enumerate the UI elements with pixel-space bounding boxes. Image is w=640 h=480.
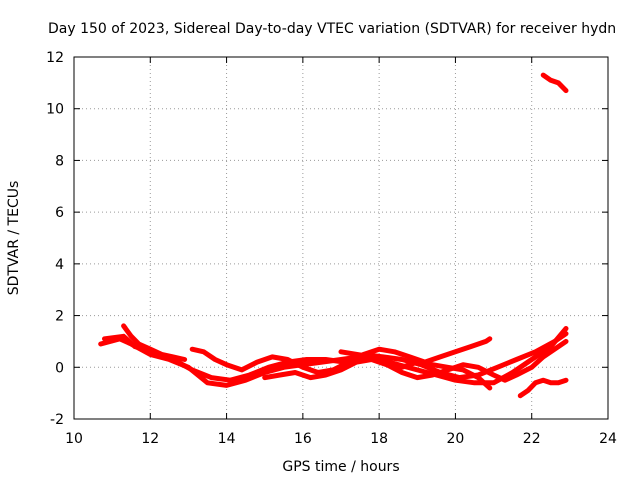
y-tick-label: 8: [55, 153, 64, 169]
x-tick-label: 16: [294, 431, 312, 447]
x-tick-label: 18: [370, 431, 388, 447]
x-tick-label: 20: [447, 431, 465, 447]
x-tick-label: 14: [218, 431, 236, 447]
y-tick-label: 6: [55, 205, 64, 221]
y-tick-label: 2: [55, 309, 64, 325]
y-tick-label: 10: [46, 102, 64, 118]
y-tick-label: 12: [46, 50, 64, 66]
series-line-track-4: [189, 336, 493, 375]
x-axis-title: GPS time / hours: [282, 459, 399, 475]
y-tick-label: 0: [55, 360, 64, 376]
data-series: [98, 72, 569, 399]
x-tick-label: 24: [599, 431, 617, 447]
series-line-track-3: [121, 323, 188, 362]
x-tick-label: 12: [141, 431, 159, 447]
y-axis-title: SDTVAR / TECUs: [6, 181, 22, 296]
x-tick-label: 22: [523, 431, 541, 447]
series-line-track-2: [102, 331, 569, 383]
series-line-track-8: [540, 72, 569, 94]
chart-title: Day 150 of 2023, Sidereal Day-to-day VTE…: [48, 21, 616, 37]
plot-frame: [73, 56, 609, 420]
y-tick-label: 4: [55, 257, 64, 273]
y-tick-label: -2: [50, 412, 64, 428]
series-line-track-5: [262, 338, 569, 383]
x-tick-label: 10: [65, 431, 83, 447]
series-line-track-6: [338, 349, 493, 391]
series-line-track-7: [517, 377, 569, 399]
